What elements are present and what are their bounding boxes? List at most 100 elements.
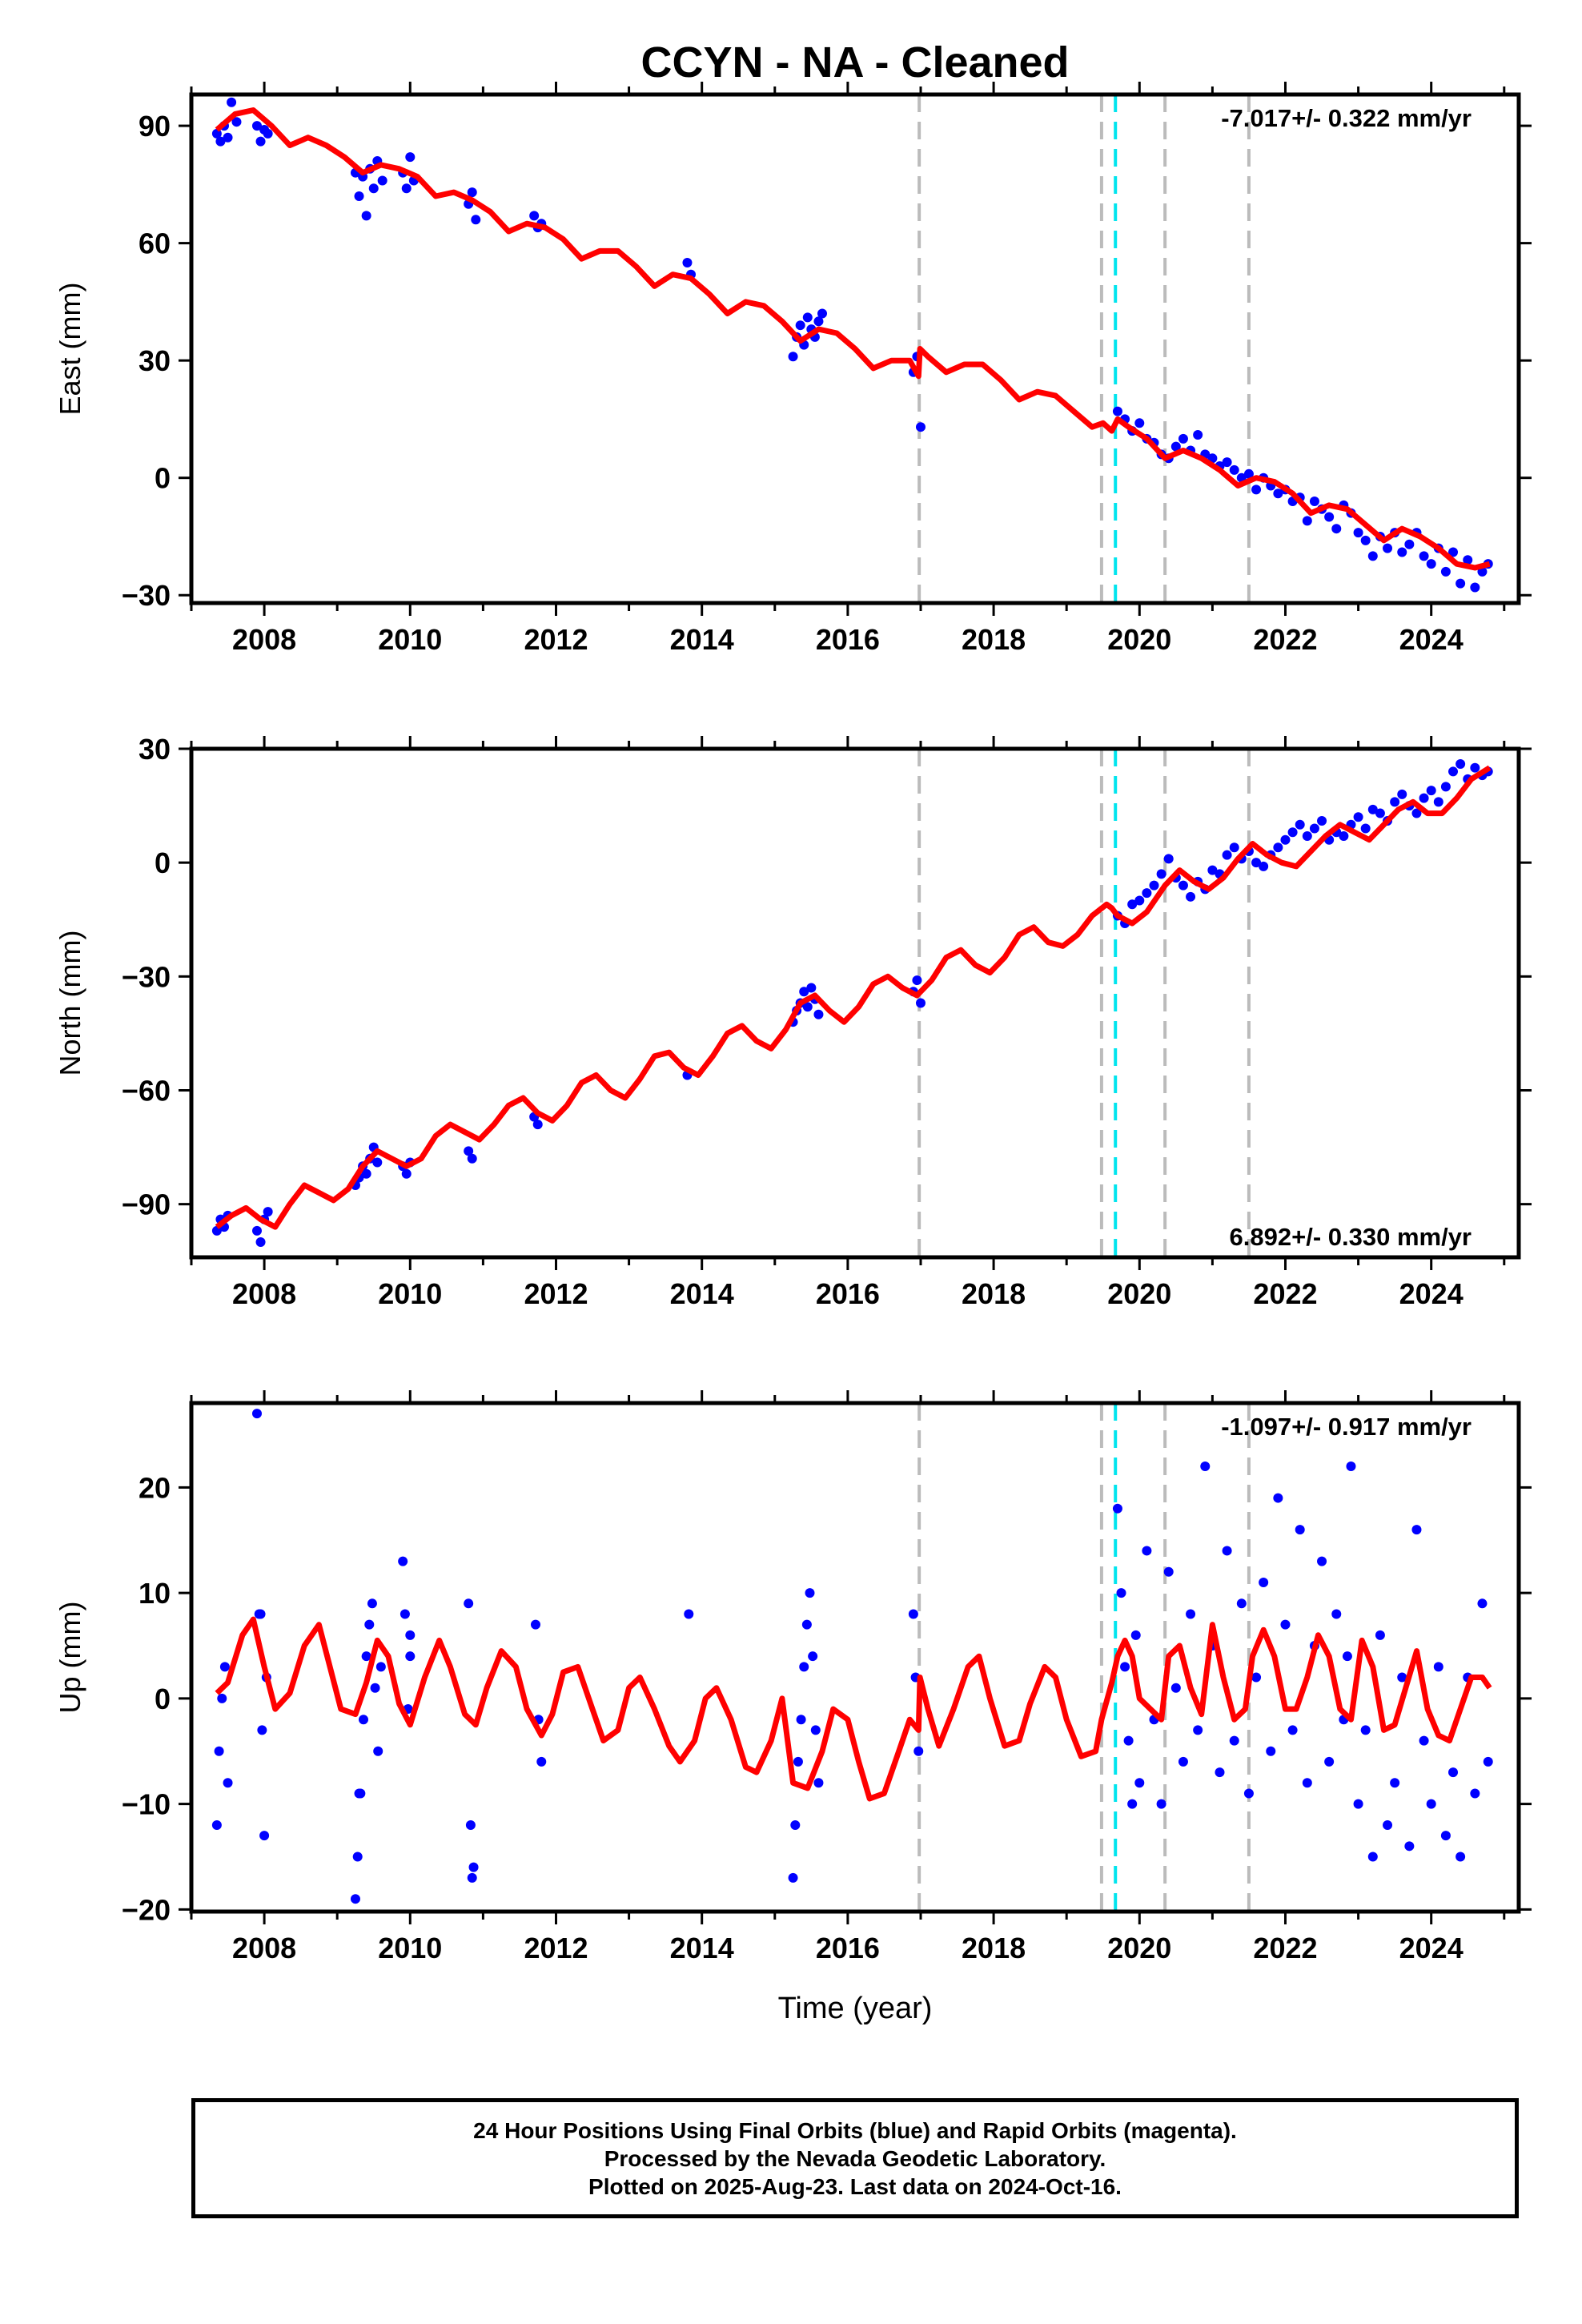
- y-tick-label: 0: [155, 846, 171, 879]
- footer-caption-box: 24 Hour Positions Using Final Orbits (bl…: [191, 2098, 1519, 2218]
- data-point: [1193, 1725, 1203, 1735]
- data-point: [1222, 850, 1232, 860]
- footer-line-3: Plotted on 2025-Aug-23. Last data on 202…: [588, 2173, 1122, 2199]
- data-point: [1360, 1725, 1371, 1735]
- data-point: [467, 1872, 477, 1883]
- north-y-axis-label: North (mm): [54, 931, 86, 1076]
- data-point: [1302, 1778, 1312, 1788]
- y-tick-label: 30: [139, 344, 171, 377]
- data-point: [1483, 1756, 1493, 1767]
- data-point: [1280, 834, 1291, 845]
- data-point: [802, 1002, 813, 1012]
- data-point: [915, 998, 926, 1008]
- x-tick-label: 2014: [670, 1277, 734, 1310]
- data-point: [1440, 782, 1451, 792]
- data-point: [1367, 804, 1378, 814]
- data-point: [1186, 891, 1196, 902]
- data-point: [251, 1225, 262, 1236]
- data-point: [817, 308, 828, 319]
- data-point: [529, 211, 540, 221]
- data-point: [1448, 1767, 1459, 1778]
- up-rate-label: -1.097+/- 0.917 mm/yr: [1221, 1413, 1472, 1441]
- up-plot-area: [211, 1403, 1493, 1912]
- data-point: [1302, 516, 1312, 526]
- data-point: [1456, 578, 1466, 589]
- panel-east: 2008 2010 2012 2014 2016 2018 2020 2022 2024 −30 0…: [54, 82, 1532, 656]
- data-point: [215, 136, 226, 147]
- data-point: [1130, 1630, 1141, 1640]
- model-fit-line: [215, 765, 1492, 1230]
- data-point: [1156, 869, 1166, 879]
- data-point: [808, 1651, 818, 1662]
- x-tick-label: 2018: [962, 623, 1026, 656]
- data-point: [468, 1862, 479, 1872]
- up-y-axis-label: Up (mm): [54, 1602, 86, 1714]
- data-point: [223, 1778, 233, 1788]
- data-point: [1229, 1735, 1239, 1746]
- data-point: [354, 191, 364, 201]
- data-point: [255, 1237, 266, 1248]
- data-point: [350, 1894, 360, 1904]
- y-tick-label: −60: [122, 1074, 171, 1107]
- data-point: [1200, 1462, 1211, 1472]
- data-point: [1123, 1735, 1134, 1746]
- data-point: [255, 1609, 266, 1619]
- data-point: [1112, 406, 1122, 416]
- data-point: [1353, 812, 1363, 822]
- data-point: [813, 316, 824, 327]
- data-point: [464, 1146, 474, 1156]
- data-point: [1134, 418, 1145, 428]
- data-point: [1280, 1619, 1291, 1630]
- data-point: [813, 1009, 824, 1019]
- x-tick-label: 2010: [378, 1277, 442, 1310]
- data-point: [796, 1715, 806, 1725]
- x-tick-label: 2014: [670, 623, 734, 656]
- x-tick-label: 2018: [962, 1932, 1026, 1964]
- data-point: [1353, 528, 1363, 538]
- x-tick-label: 2010: [378, 623, 442, 656]
- data-point: [1456, 758, 1466, 769]
- data-point: [1251, 858, 1262, 868]
- data-point: [793, 1756, 803, 1767]
- data-point: [211, 1819, 222, 1830]
- data-point: [364, 1619, 375, 1630]
- data-point: [223, 132, 233, 143]
- data-point: [259, 1831, 270, 1841]
- data-point: [1186, 1609, 1196, 1619]
- data-point: [257, 1725, 267, 1735]
- data-point: [1309, 497, 1319, 506]
- data-point: [1397, 547, 1407, 557]
- east-plot-area: [211, 94, 1493, 603]
- data-point: [1222, 1546, 1232, 1556]
- x-axis-label: Time (year): [778, 1992, 933, 2025]
- data-point: [1134, 1778, 1145, 1788]
- up-frame: [189, 1401, 1521, 1914]
- data-point: [795, 320, 805, 331]
- data-point: [400, 1609, 410, 1619]
- data-point: [1331, 1609, 1342, 1619]
- data-point: [263, 1207, 273, 1217]
- data-point: [251, 121, 262, 131]
- data-point: [352, 1852, 363, 1862]
- data-point: [1419, 551, 1429, 561]
- data-point: [790, 1819, 801, 1830]
- data-point: [1324, 1756, 1335, 1767]
- data-point: [1411, 808, 1422, 818]
- data-point: [801, 1619, 812, 1630]
- x-tick-label: 2022: [1253, 1932, 1317, 1964]
- x-tick-label: 2018: [962, 1277, 1026, 1310]
- data-point: [263, 128, 273, 139]
- data-point: [1170, 1683, 1181, 1693]
- y-tick-label: 10: [139, 1577, 171, 1610]
- y-tick-label: 0: [155, 1683, 171, 1715]
- x-tick-label: 2016: [816, 1932, 880, 1964]
- data-point: [1360, 823, 1371, 834]
- data-point: [682, 258, 693, 268]
- data-point: [1193, 429, 1203, 440]
- data-point: [1207, 865, 1218, 875]
- data-point: [1397, 789, 1407, 799]
- data-point: [788, 352, 798, 362]
- data-point: [1127, 899, 1138, 910]
- data-point: [1390, 1778, 1400, 1788]
- data-point: [1229, 842, 1239, 853]
